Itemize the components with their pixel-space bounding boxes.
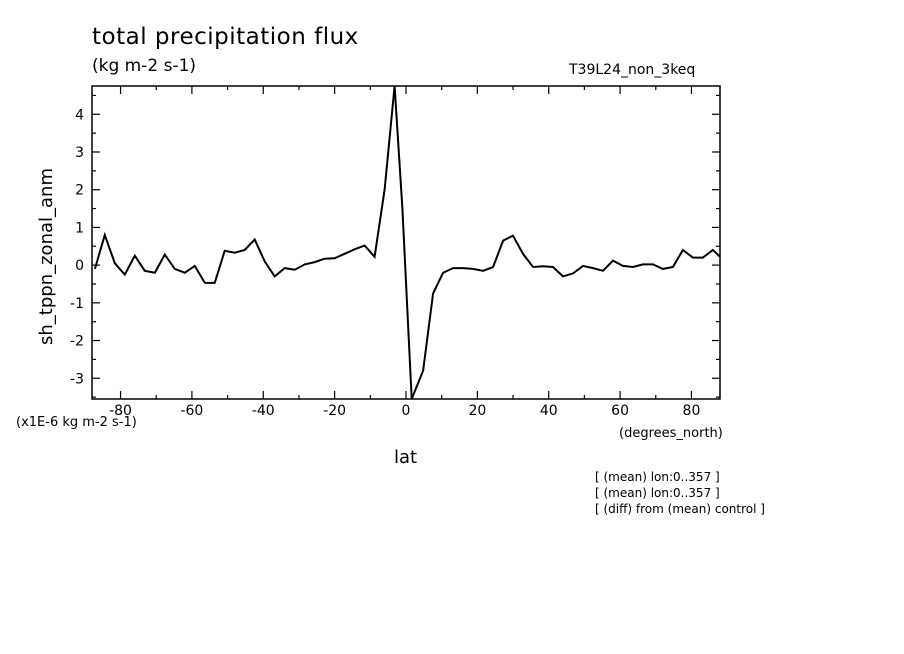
x-tick-label: 20 <box>468 403 486 419</box>
x-tick-label: 80 <box>683 403 701 419</box>
run-id-label: T39L24_non_3keq <box>569 62 696 78</box>
y-tick-label: 1 <box>75 220 84 236</box>
x-tick-label: 40 <box>540 403 558 419</box>
x-tick-label: -40 <box>252 403 275 419</box>
x-axis-unit: (degrees_north) <box>619 426 723 441</box>
y-tick-label: 3 <box>75 145 84 161</box>
y-scale-note: (x1E-6 kg m-2 s-1) <box>16 415 137 430</box>
y-tick-label: 0 <box>75 258 84 274</box>
x-tick-label: -80 <box>109 403 132 419</box>
x-axis-label: lat <box>394 447 418 468</box>
axis-ticks <box>92 86 720 399</box>
plot-frame <box>91 85 721 400</box>
y-tick-label: 2 <box>75 183 84 199</box>
y-tick-label: -3 <box>70 371 84 387</box>
x-tick-label: -60 <box>180 403 203 419</box>
x-tick-label: -20 <box>323 403 346 419</box>
processing-note: [ (mean) lon:0..357 ] <box>595 486 720 500</box>
y-axis-label: sh_tppn_zonal_anm <box>36 168 57 345</box>
processing-note: [ (mean) lon:0..357 ] <box>595 470 720 484</box>
processing-note: [ (diff) from (mean) control ] <box>595 502 765 516</box>
y-tick-label: -1 <box>70 296 84 312</box>
y-tick-label: 4 <box>75 107 84 123</box>
y-tick-label: -2 <box>70 334 84 350</box>
axis-tick-labels: -80 -60 -40 -20 0 20 40 60 80 -3 -2 -1 0 1 2 3 4 <box>70 107 700 419</box>
chart-title: total precipitation flux <box>92 24 359 50</box>
x-tick-label: 60 <box>611 403 629 419</box>
data-series-line <box>93 85 721 400</box>
chart-units: (kg m-2 s-1) <box>92 56 197 76</box>
x-tick-label: 0 <box>402 403 411 419</box>
